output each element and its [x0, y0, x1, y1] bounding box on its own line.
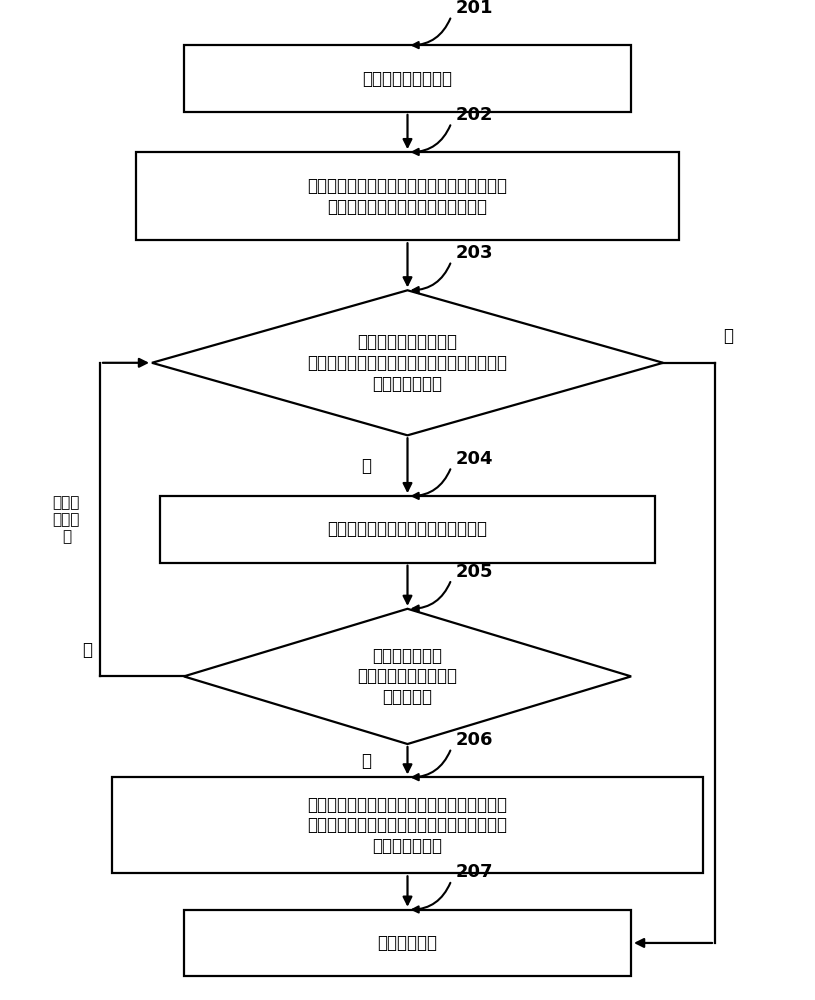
Text: 201: 201	[456, 0, 493, 17]
FancyBboxPatch shape	[184, 45, 631, 112]
Polygon shape	[184, 609, 631, 744]
FancyBboxPatch shape	[184, 910, 631, 976]
Text: 206: 206	[456, 731, 493, 749]
FancyBboxPatch shape	[112, 777, 703, 873]
Text: 207: 207	[456, 863, 493, 881]
Text: 是: 是	[362, 457, 372, 475]
Polygon shape	[152, 290, 663, 435]
Text: 205: 205	[456, 563, 493, 581]
Text: 截取下
一个抽
头: 截取下 一个抽 头	[53, 495, 80, 544]
Text: 将当前所截取到的至少一个抽头作为筛选出的
能量符合设定条件的抽头，并输出当前所截取
到的抽头的个数: 将当前所截取到的至少一个抽头作为筛选出的 能量符合设定条件的抽头，并输出当前所截…	[307, 796, 508, 855]
Text: 结束本次操作: 结束本次操作	[377, 934, 438, 952]
FancyBboxPatch shape	[136, 152, 679, 240]
Text: 设定第一功率门限値: 设定第一功率门限値	[363, 70, 452, 88]
Text: 否: 否	[723, 327, 733, 345]
Text: 判断当前所有截取到的
抽头的总个数是否不大于所述最小相位信道响
应中的抽头总数: 判断当前所有截取到的 抽头的总个数是否不大于所述最小相位信道响 应中的抽头总数	[307, 333, 508, 393]
Text: 是: 是	[362, 752, 372, 770]
Text: 判断所述功率和
是否不小于设定的第一
功率门限値: 判断所述功率和 是否不小于设定的第一 功率门限値	[358, 647, 457, 706]
Text: 203: 203	[456, 244, 493, 262]
Text: 计算当前所有截取到的抽头的功率和: 计算当前所有截取到的抽头的功率和	[328, 520, 487, 538]
Text: 否: 否	[82, 641, 92, 659]
Text: 按照所述最小相位信道响应中的抽头顺序，从
第一个抽头开始，依次截取各个抽头: 按照所述最小相位信道响应中的抽头顺序，从 第一个抽头开始，依次截取各个抽头	[307, 177, 508, 216]
Text: 204: 204	[456, 450, 493, 468]
Text: 202: 202	[456, 106, 493, 124]
FancyBboxPatch shape	[160, 496, 655, 563]
